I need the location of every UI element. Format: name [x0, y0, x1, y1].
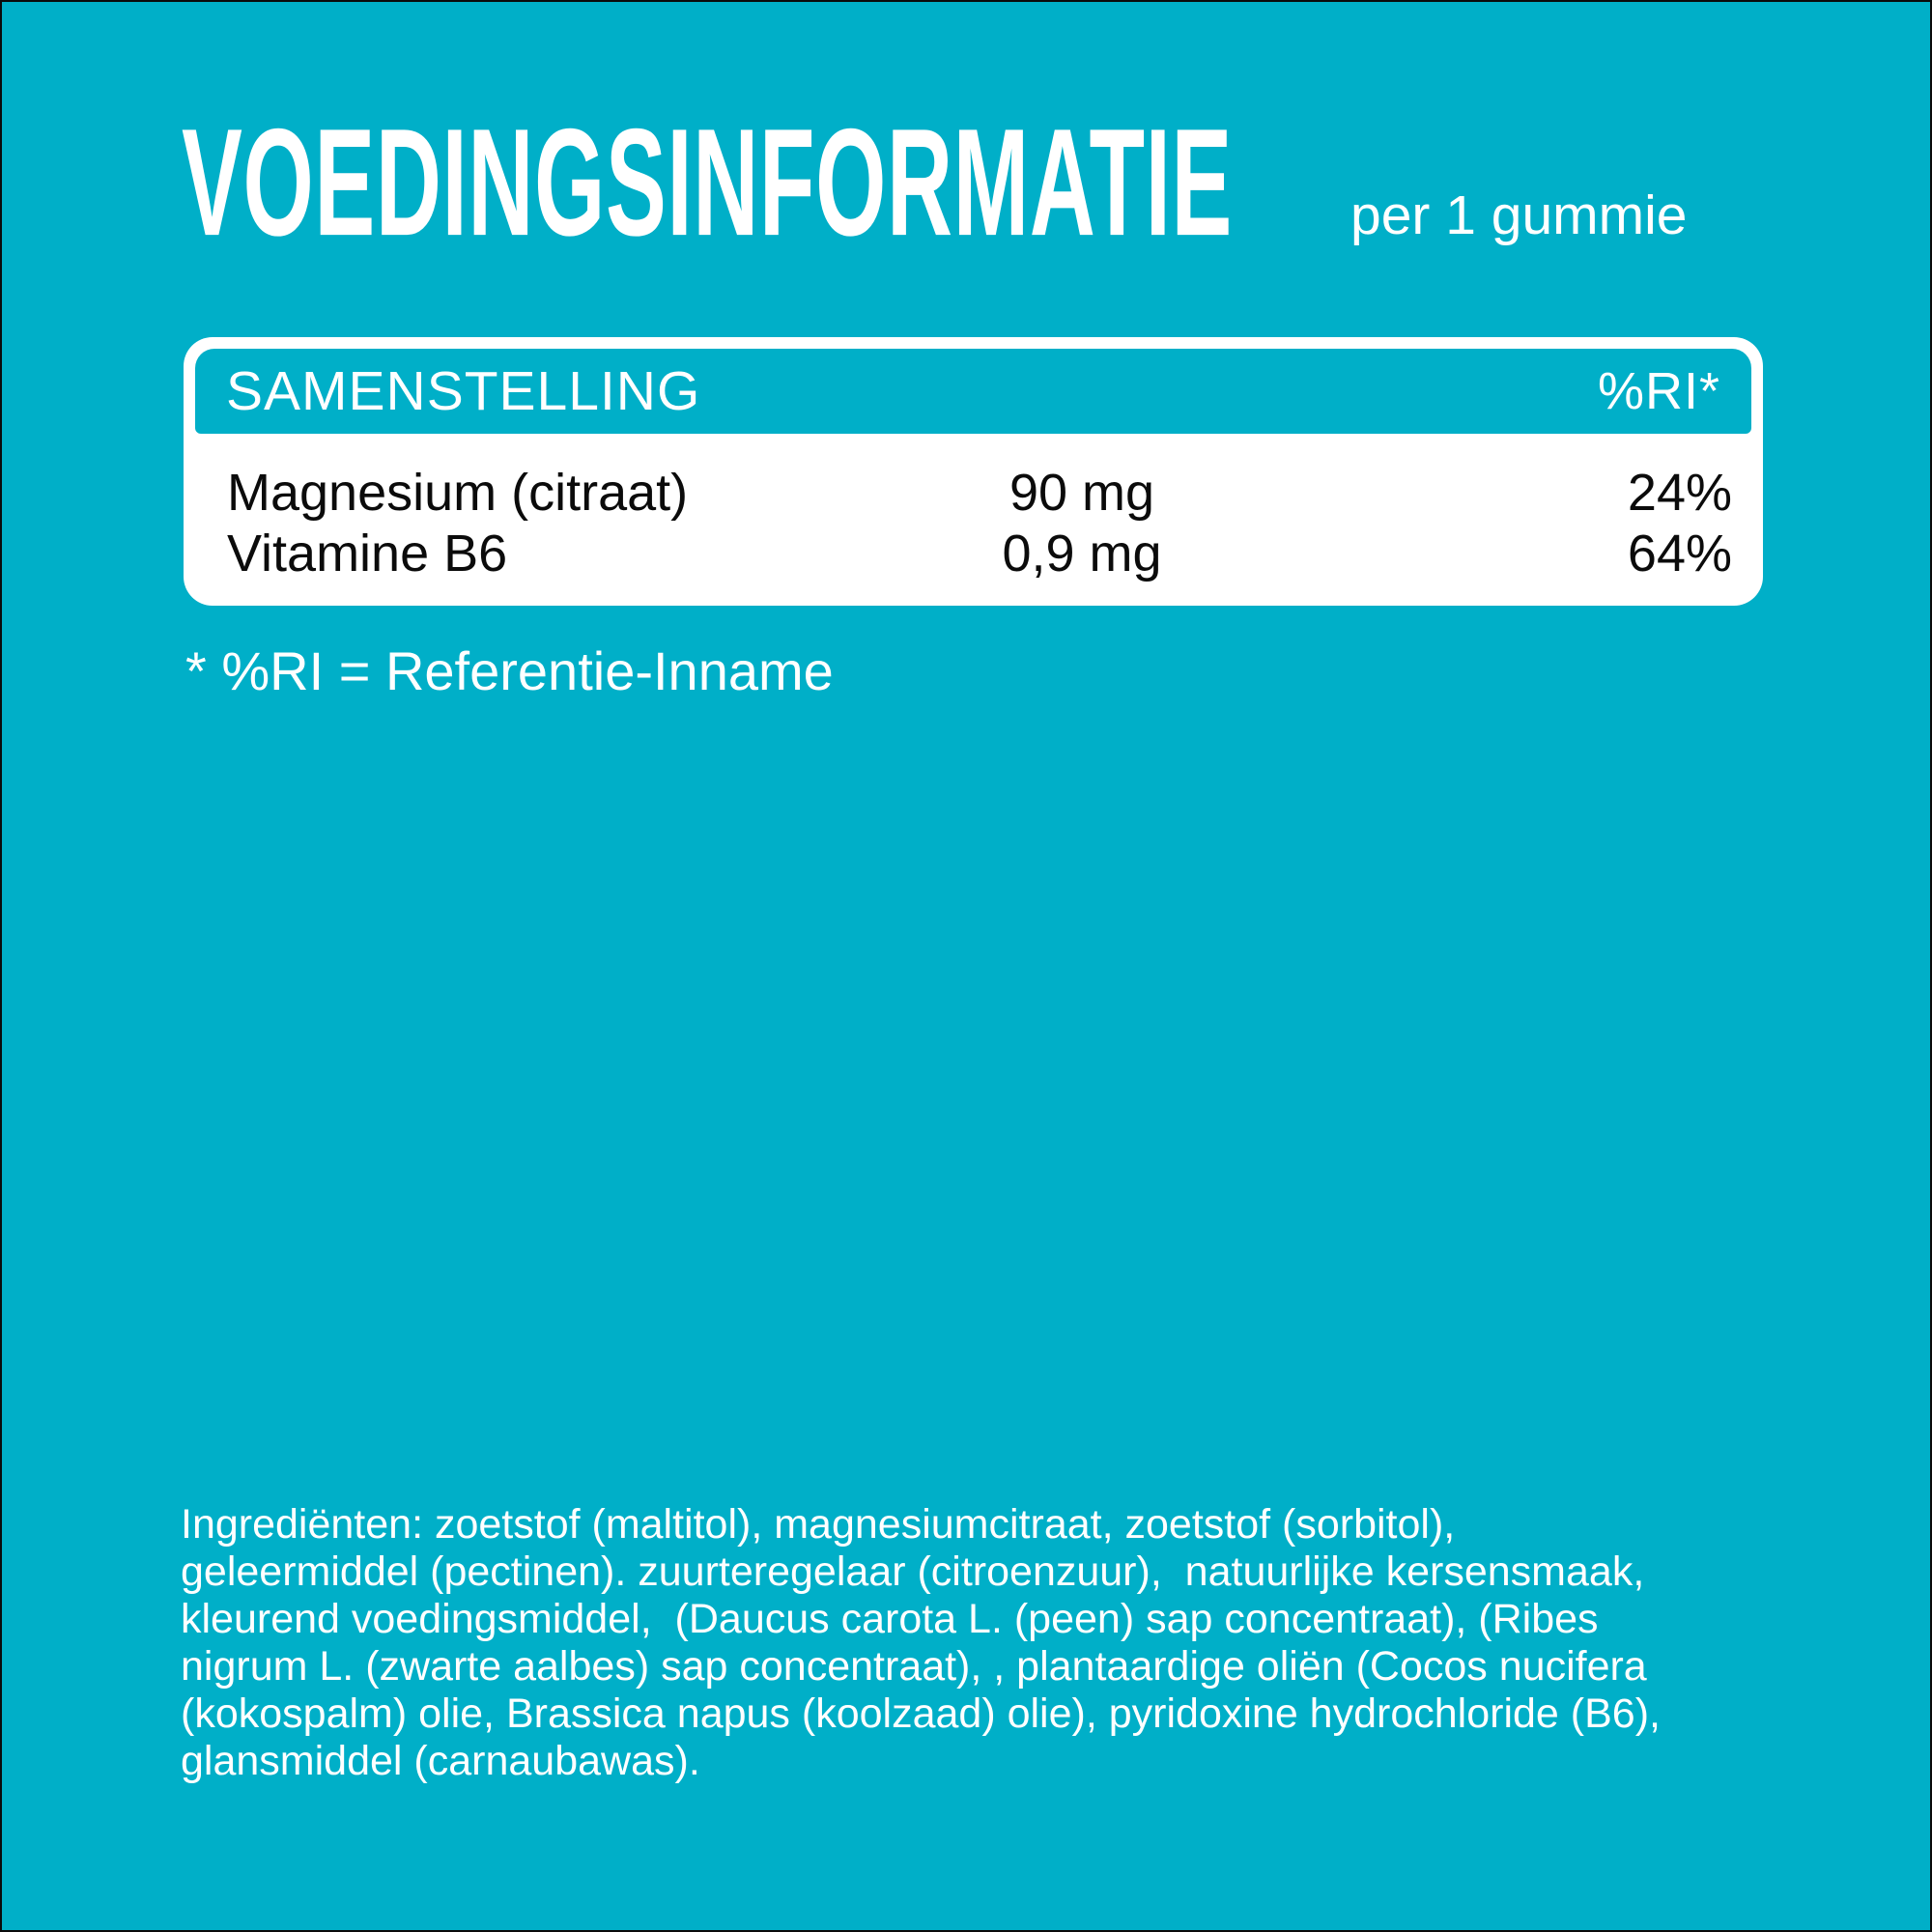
composition-table-header: SAMENSTELLING %RI*: [195, 349, 1751, 434]
table-row: Vitamine B6 0,9 mg 64%: [227, 524, 1732, 584]
nutrient-name: Vitamine B6: [227, 525, 508, 582]
serving-size-label: per 1 gummie: [1350, 185, 1688, 246]
nutrient-ri-percent: 64%: [1627, 525, 1732, 582]
nutrient-amount: 90 mg: [1009, 464, 1155, 522]
ingredients-paragraph: Ingrediënten: zoetstof (maltitol), magne…: [181, 1501, 1661, 1784]
nutrient-amount: 0,9 mg: [1002, 525, 1162, 582]
composition-column-header: SAMENSTELLING: [226, 360, 701, 422]
composition-table: SAMENSTELLING %RI* Magnesium (citraat) 9…: [184, 337, 1763, 606]
ri-footnote: * %RI = Referentie-Inname: [185, 640, 834, 701]
table-row: Magnesium (citraat) 90 mg 24%: [227, 463, 1732, 524]
nutrient-ri-percent: 24%: [1627, 464, 1732, 522]
page-title: VOEDINGSINFORMATIE: [182, 97, 1233, 269]
composition-table-body: Magnesium (citraat) 90 mg 24% Vitamine B…: [184, 463, 1763, 584]
nutrient-name: Magnesium (citraat): [227, 464, 689, 522]
ri-column-header: %RI*: [1597, 362, 1720, 420]
